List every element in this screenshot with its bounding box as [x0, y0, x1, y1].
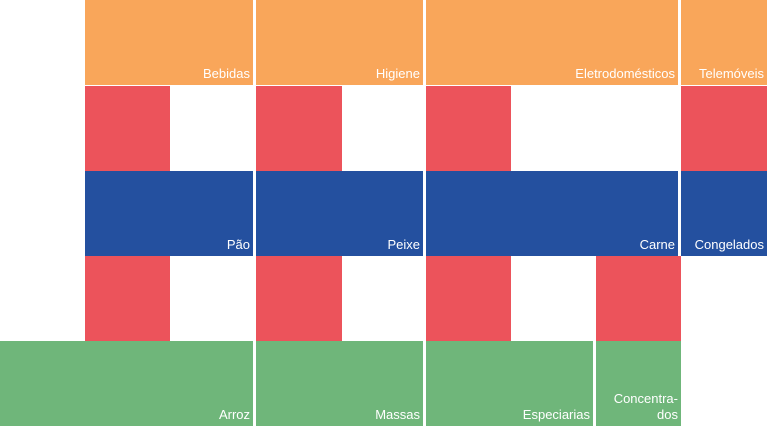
tile-eletrodomesticos[interactable]: Eletrodomésticos	[426, 0, 678, 85]
tile-label: Especiarias	[522, 407, 590, 422]
tile-pao[interactable]: Pão	[85, 171, 253, 256]
tile-label: Concentra- dos	[613, 391, 678, 422]
tile-arroz[interactable]: Arroz	[0, 341, 253, 426]
red-block[interactable]	[85, 86, 170, 171]
tile-label: Peixe	[387, 237, 420, 252]
tile-label: Arroz	[218, 407, 250, 422]
red-block[interactable]	[85, 256, 170, 341]
tile-concentrados[interactable]: Concentra- dos	[596, 341, 681, 426]
tile-especiarias[interactable]: Especiarias	[426, 341, 593, 426]
tile-label: Congelados	[694, 237, 764, 252]
tile-massas[interactable]: Massas	[256, 341, 423, 426]
tile-bebidas[interactable]: Bebidas	[85, 0, 253, 85]
red-block[interactable]	[256, 256, 342, 341]
red-block[interactable]	[426, 86, 511, 171]
tile-higiene[interactable]: Higiene	[256, 0, 423, 85]
red-block[interactable]	[426, 256, 511, 341]
tile-label: Higiene	[375, 66, 420, 81]
tile-telemoveis[interactable]: Telemóveis	[681, 0, 767, 85]
red-block[interactable]	[256, 86, 342, 171]
tile-label: Pão	[226, 237, 250, 252]
tile-label: Massas	[375, 407, 420, 422]
tile-congelados[interactable]: Congelados	[681, 171, 767, 256]
red-block[interactable]	[681, 86, 767, 171]
tile-label: Bebidas	[203, 66, 250, 81]
red-block[interactable]	[596, 256, 681, 341]
tile-label: Telemóveis	[698, 66, 764, 81]
tile-peixe[interactable]: Peixe	[256, 171, 423, 256]
tile-carne[interactable]: Carne	[426, 171, 678, 256]
tile-label: Eletrodomésticos	[575, 66, 675, 81]
tile-label: Carne	[639, 237, 675, 252]
